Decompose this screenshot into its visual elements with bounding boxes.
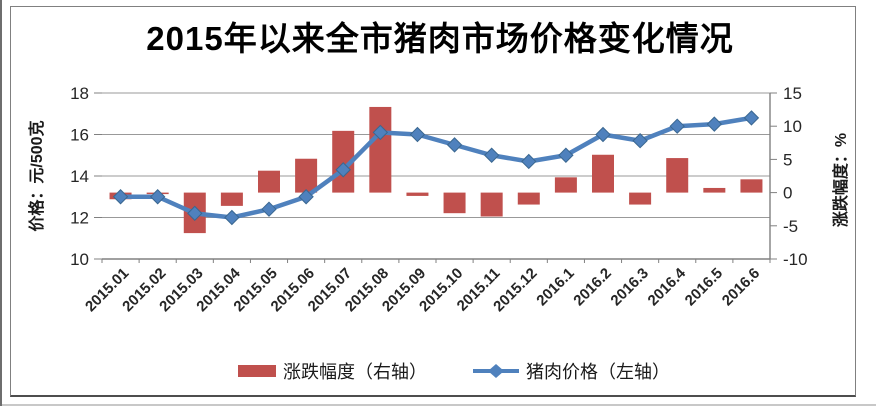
line-diamond-swatch-icon: [473, 364, 519, 378]
right-axis-tick-label: 10: [783, 117, 802, 136]
bar: [443, 192, 466, 214]
data-point-marker: [521, 153, 537, 170]
data-point-marker: [372, 124, 389, 141]
right-axis-tick-label: 15: [783, 84, 802, 103]
right-axis-title: 涨跌幅度：%: [831, 133, 850, 227]
bottom-edge-line: [2, 404, 876, 406]
data-point-marker: [149, 189, 166, 205]
bar: [220, 192, 243, 206]
data-point-marker: [669, 118, 685, 134]
bar: [517, 192, 540, 205]
data-point-marker: [261, 201, 277, 217]
right-axis-tick-label: -5: [783, 217, 798, 236]
bar: [592, 154, 614, 193]
bar: [629, 192, 652, 205]
legend: 涨跌幅度（右轴） 猪肉价格（左轴）: [16, 358, 876, 384]
bar: [369, 106, 392, 193]
x-axis-category-label: 2016.5: [682, 265, 726, 309]
x-axis-category-label: 2016.4: [645, 264, 690, 309]
bar: [258, 170, 280, 193]
data-point-marker: [558, 147, 574, 163]
price-line: [118, 115, 754, 220]
left-axis-tick-label: 10: [70, 250, 89, 269]
right-axis-tick-labels: -10 -5 0 5 10 15: [770, 84, 808, 269]
legend-label-change: 涨跌幅度（右轴）: [283, 362, 427, 382]
bar: [666, 158, 689, 193]
data-point-marker: [409, 126, 426, 143]
bar: [480, 192, 503, 217]
data-point-marker: [706, 116, 723, 132]
right-axis-tick-label: 0: [783, 184, 792, 203]
bar: [295, 158, 318, 193]
x-axis-category-label: 2016.6: [719, 265, 763, 309]
right-axis-tick-label: 5: [783, 150, 792, 169]
chart-title: 2015年以来全市猪肉市场价格变化情况: [146, 20, 734, 57]
data-point-marker: [335, 162, 351, 178]
data-point-marker: [446, 137, 463, 153]
line-series-price: [112, 110, 760, 226]
bar: [332, 130, 355, 193]
combo-chart-plot: 价格：元/500克 涨跌幅度：% 10 12 14 16 18 -10 -5 0 5 10 15 20…: [27, 84, 850, 315]
data-point-marker: [483, 147, 500, 163]
left-axis-title: 价格：元/500克: [27, 120, 46, 231]
data-point-marker: [632, 133, 648, 149]
left-axis-tick-label: 14: [70, 167, 89, 186]
right-axis-tick-label: -10: [783, 250, 808, 269]
x-axis-category-label: 2016.3: [607, 265, 651, 309]
axes: [101, 93, 771, 263]
bar: [554, 177, 577, 193]
x-axis-category-label: 2016.1: [533, 265, 577, 309]
bar-swatch-icon: [238, 365, 276, 377]
data-point-marker: [112, 189, 129, 205]
legend-item-change: 涨跌幅度（右轴）: [238, 358, 427, 384]
x-axis-category-label: 2016.2: [570, 265, 614, 309]
bar: [406, 192, 429, 196]
data-point-marker: [298, 189, 314, 205]
left-axis-tick-label: 18: [70, 84, 89, 103]
x-axis-category-labels: 2015.012015.022015.032015.042015.052015.…: [82, 264, 763, 315]
legend-label-price: 猪肉价格（左轴）: [526, 362, 670, 382]
bar: [703, 187, 726, 193]
bar: [740, 179, 763, 193]
left-axis-tick-label: 12: [70, 209, 89, 228]
legend-item-price: 猪肉价格（左轴）: [473, 358, 670, 384]
left-axis-tick-label: 16: [70, 126, 89, 145]
data-point-marker: [595, 126, 611, 143]
left-axis-tick-labels: 10 12 14 16 18: [70, 84, 89, 269]
data-point-marker: [224, 209, 240, 226]
data-point-marker: [187, 205, 203, 222]
data-point-marker: [743, 110, 760, 126]
